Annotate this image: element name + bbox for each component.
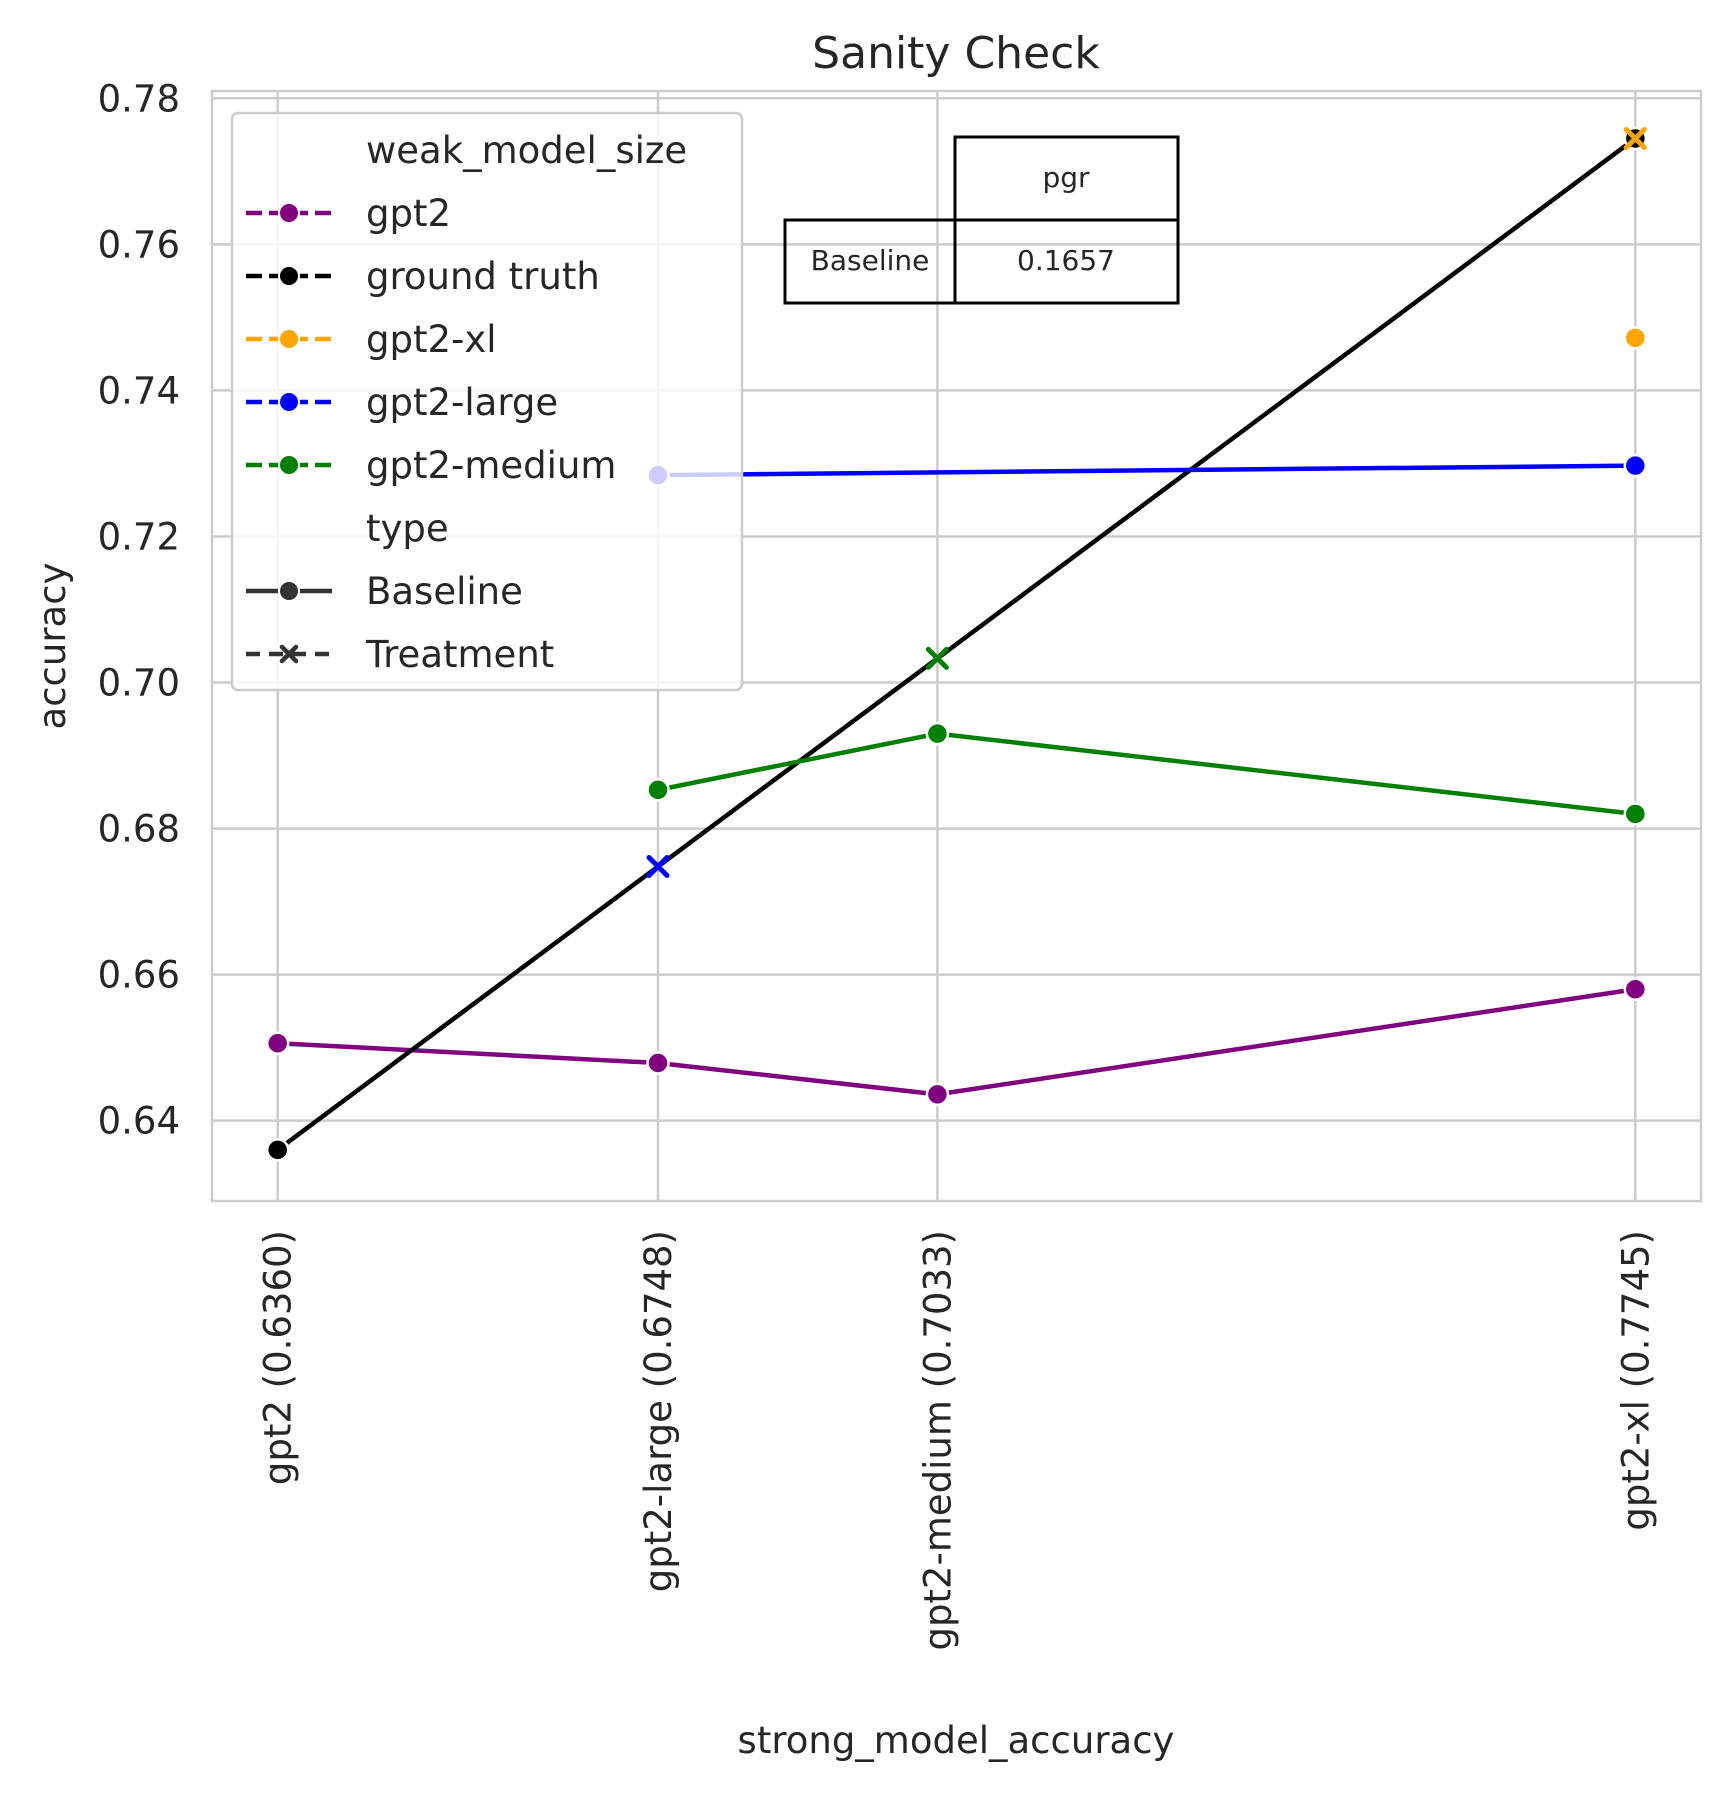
gpt2-medium-marker [646,778,670,802]
y-tick-label: 0.64 [98,1100,180,1143]
gpt2-large-line [657,463,1636,478]
gpt2-line [277,986,1636,1097]
legend-marker-ground-truth [278,265,300,287]
x-tick-label: gpt2-xl (0.7745) [1614,1230,1657,1531]
gpt2-marker [646,1051,670,1075]
y-tick-label: 0.78 [98,77,180,120]
table-value-cell [953,218,1180,305]
x-tick-label: gpt2-large (0.6748) [637,1230,680,1592]
legend-label-gpt2-xl: gpt2-xl [366,318,497,361]
x-tick-labels: gpt2 (0.6360) gpt2-large (0.6748) gpt2-med… [257,1230,1658,1651]
gpt2-large-treatment-marker [646,855,670,879]
x-axis-label: strong_model_accuracy [738,1719,1175,1762]
gpt2-xl-marker [1623,326,1648,350]
gpt2-medium-treatment-marker [925,646,949,670]
gpt2-marker [925,1082,950,1107]
y-tick-label: 0.76 [98,223,180,266]
legend-marker-gpt2-medium [278,454,300,476]
y-tick-label: 0.68 [98,808,180,851]
legend: weak_model_size gpt2 ground truth gpt2-xl gp… [230,111,744,692]
y-tick-label: 0.74 [98,369,180,412]
gpt2-marker [1623,977,1648,1001]
table-row-label: Baseline [811,244,930,277]
gpt2-xl-treatment-marker [1623,126,1647,150]
y-tick-label: 0.70 [98,662,180,705]
legend-label-baseline: Baseline [366,570,523,613]
gpt2-marker [265,1031,290,1056]
table-row-value: 0.1657 [1017,244,1115,277]
legend-label-gpt2: gpt2 [366,192,451,235]
ground-truth-marker [265,1138,290,1162]
legend-label-gpt2-medium: gpt2-medium [366,444,616,487]
plot-frame [210,89,1703,1203]
y-tick-labels: 0.64 0.66 0.68 0.70 0.72 0.74 0.76 0.78 [98,77,180,1142]
series-lines [276,136,1637,1152]
chart-title: Sanity Check [812,28,1100,79]
y-tick-label: 0.66 [98,954,180,997]
legend-marker-gpt2-xl [278,328,300,350]
legend-label-gpt2-large: gpt2-large [366,381,558,424]
legend-marker-treatment [279,644,299,664]
legend-marker-gpt2-large [278,391,300,413]
legend-label-ground-truth: ground truth [366,255,600,298]
y-axis-label: accuracy [31,563,74,730]
y-tick-label: 0.72 [98,515,180,558]
legend-header-weak_model_size: weak_model_size [366,129,687,172]
legend-marker-gpt2 [278,202,300,224]
table-column-header: pgr [1042,161,1090,194]
legend-label-treatment: Treatment [365,633,554,676]
gpt2-large-marker [1623,453,1648,478]
gpt2-medium-marker [925,721,950,746]
legend-marker-baseline [278,580,300,602]
pgr-table: pgr Baseline 0.1657 [783,135,1180,305]
gpt2-medium-marker [1623,802,1648,826]
ground-truth-line [276,136,1637,1152]
legend-header-type: type [366,507,449,550]
legend-box [230,111,744,692]
x-tick-label: gpt2-medium (0.7033) [916,1230,959,1651]
x-tick-label: gpt2 (0.6360) [257,1230,300,1485]
